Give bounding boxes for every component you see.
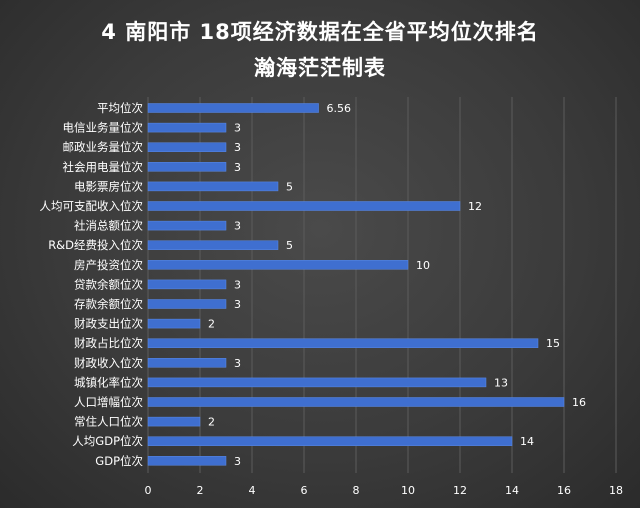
- chart-subtitle: 瀚海茫茫制表: [254, 56, 386, 80]
- data-label: 3: [234, 357, 241, 370]
- category-label: 人均GDP位次: [72, 434, 143, 448]
- data-label: 3: [234, 455, 241, 468]
- data-label: 5: [286, 239, 293, 252]
- category-label: 房产投资位次: [74, 258, 143, 272]
- category-label: 城镇化率位次: [74, 375, 143, 389]
- x-tick-label: 8: [353, 484, 360, 497]
- bar: [147, 436, 513, 446]
- data-label: 3: [234, 278, 241, 291]
- x-tick-label: 14: [505, 484, 519, 497]
- bar: [147, 122, 227, 133]
- bar: [147, 181, 279, 192]
- category-label: 社会用电量位次: [63, 160, 144, 174]
- bar: [147, 142, 227, 152]
- x-tick-label: 2: [197, 484, 204, 497]
- category-label: 电信业务量位次: [63, 121, 144, 135]
- category-label: 人均可支配收入位次: [40, 199, 144, 213]
- data-label: 12: [468, 200, 482, 213]
- data-label: 16: [572, 396, 586, 409]
- bar: [147, 299, 227, 309]
- data-label: 3: [234, 298, 241, 311]
- data-label: 3: [234, 161, 241, 174]
- category-label: R&D经费投入位次: [48, 238, 143, 252]
- data-label: 6.56: [327, 102, 352, 115]
- category-label: 邮政业务量位次: [63, 140, 144, 154]
- data-label: 3: [234, 141, 241, 154]
- bar: [147, 416, 201, 427]
- category-label: 贷款余额位次: [74, 277, 143, 291]
- data-label: 15: [546, 337, 560, 350]
- bar: [147, 260, 409, 270]
- data-label: 3: [234, 122, 241, 135]
- category-label: 常住人口位次: [74, 415, 143, 429]
- bar: [147, 318, 201, 329]
- x-tick-label: 0: [145, 484, 152, 497]
- bar: [147, 397, 565, 407]
- category-label: 财政支出位次: [74, 317, 143, 331]
- category-label: 电影票房位次: [74, 179, 143, 193]
- x-tick-label: 12: [453, 484, 467, 497]
- category-label: 人口增幅位次: [74, 395, 143, 409]
- category-label: 财政占比位次: [74, 336, 143, 350]
- x-tick-label: 16: [557, 484, 571, 497]
- bar: [147, 201, 461, 211]
- category-label: 平均位次: [97, 101, 143, 115]
- data-label: 5: [286, 180, 293, 193]
- bar: [147, 220, 227, 231]
- bar: [147, 162, 227, 172]
- data-label: 10: [416, 259, 430, 272]
- bar: [147, 338, 539, 348]
- data-label: 13: [494, 376, 508, 389]
- bar: [147, 358, 227, 368]
- data-label: 14: [520, 435, 534, 448]
- x-tick-label: 18: [609, 484, 623, 497]
- bar: [147, 456, 227, 466]
- category-label: 财政收入位次: [74, 356, 143, 370]
- data-label: 2: [208, 318, 215, 331]
- chart-title: 4 南阳市 18项经济数据在全省平均位次排名: [101, 20, 539, 44]
- x-tick-label: 6: [301, 484, 308, 497]
- data-label: 2: [208, 416, 215, 429]
- category-label: 存款余额位次: [74, 297, 143, 311]
- x-tick-label: 10: [401, 484, 415, 497]
- category-label: 社消总额位次: [74, 219, 143, 233]
- category-label: GDP位次: [95, 454, 143, 468]
- bar: [147, 240, 279, 250]
- bar: [147, 377, 487, 388]
- bar: [147, 103, 319, 113]
- bar: [147, 279, 227, 290]
- x-tick-label: 4: [249, 484, 256, 497]
- data-label: 3: [234, 220, 241, 233]
